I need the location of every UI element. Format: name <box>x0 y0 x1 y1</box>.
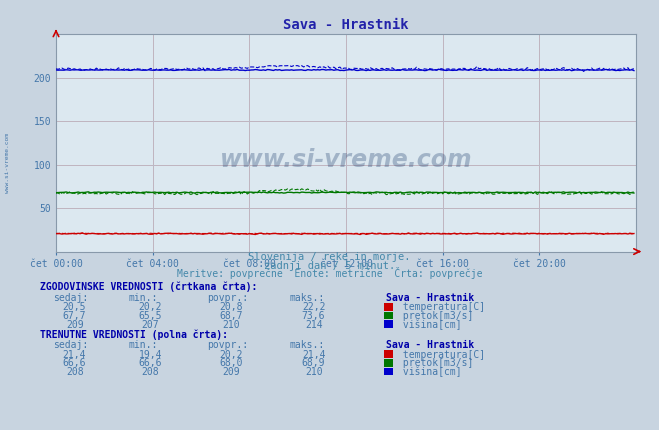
Text: 65,5: 65,5 <box>138 311 162 321</box>
Text: 21,4: 21,4 <box>63 350 86 360</box>
Text: Sava - Hrastnik: Sava - Hrastnik <box>386 340 474 350</box>
Text: 214: 214 <box>305 319 323 330</box>
Text: 209: 209 <box>66 319 84 330</box>
Text: Sava - Hrastnik: Sava - Hrastnik <box>386 293 474 303</box>
Text: 73,6: 73,6 <box>302 311 326 321</box>
Text: www.si-vreme.com: www.si-vreme.com <box>5 133 11 194</box>
Text: 20,5: 20,5 <box>63 302 86 313</box>
Text: 68,7: 68,7 <box>219 311 243 321</box>
Text: temperatura[C]: temperatura[C] <box>397 302 486 313</box>
Text: www.si-vreme.com: www.si-vreme.com <box>219 148 473 172</box>
Text: 207: 207 <box>142 319 159 330</box>
Text: višina[cm]: višina[cm] <box>397 366 462 377</box>
Text: povpr.:: povpr.: <box>208 340 248 350</box>
Text: 66,6: 66,6 <box>63 358 86 369</box>
Text: povpr.:: povpr.: <box>208 293 248 303</box>
Text: sedaj:: sedaj: <box>53 293 88 303</box>
Text: 210: 210 <box>223 319 241 330</box>
Text: zadnji dan / 5 minut.: zadnji dan / 5 minut. <box>264 261 395 271</box>
Text: temperatura[C]: temperatura[C] <box>397 350 486 360</box>
Text: 20,2: 20,2 <box>138 302 162 313</box>
Text: 210: 210 <box>305 367 323 377</box>
Text: 208: 208 <box>66 367 84 377</box>
Text: 208: 208 <box>142 367 159 377</box>
Text: 21,4: 21,4 <box>302 350 326 360</box>
Text: min.:: min.: <box>129 293 158 303</box>
Text: 20,2: 20,2 <box>219 350 243 360</box>
Text: TRENUTNE VREDNOSTI (polna črta):: TRENUTNE VREDNOSTI (polna črta): <box>40 329 227 340</box>
Text: ZGODOVINSKE VREDNOSTI (črtkana črta):: ZGODOVINSKE VREDNOSTI (črtkana črta): <box>40 282 257 292</box>
Text: 66,6: 66,6 <box>138 358 162 369</box>
Text: 67,7: 67,7 <box>63 311 86 321</box>
Text: 68,9: 68,9 <box>302 358 326 369</box>
Text: Slovenija / reke in morje.: Slovenija / reke in morje. <box>248 252 411 262</box>
Text: pretok[m3/s]: pretok[m3/s] <box>397 311 474 321</box>
Title: Sava - Hrastnik: Sava - Hrastnik <box>283 18 409 32</box>
Text: maks.:: maks.: <box>290 293 325 303</box>
Text: maks.:: maks.: <box>290 340 325 350</box>
Text: 68,0: 68,0 <box>219 358 243 369</box>
Text: sedaj:: sedaj: <box>53 340 88 350</box>
Text: 19,4: 19,4 <box>138 350 162 360</box>
Text: višina[cm]: višina[cm] <box>397 319 462 330</box>
Text: 20,8: 20,8 <box>219 302 243 313</box>
Text: pretok[m3/s]: pretok[m3/s] <box>397 358 474 369</box>
Text: min.:: min.: <box>129 340 158 350</box>
Text: 22,2: 22,2 <box>302 302 326 313</box>
Text: 209: 209 <box>223 367 241 377</box>
Text: Meritve: povprečne  Enote: metrične  Črta: povprečje: Meritve: povprečne Enote: metrične Črta:… <box>177 267 482 280</box>
